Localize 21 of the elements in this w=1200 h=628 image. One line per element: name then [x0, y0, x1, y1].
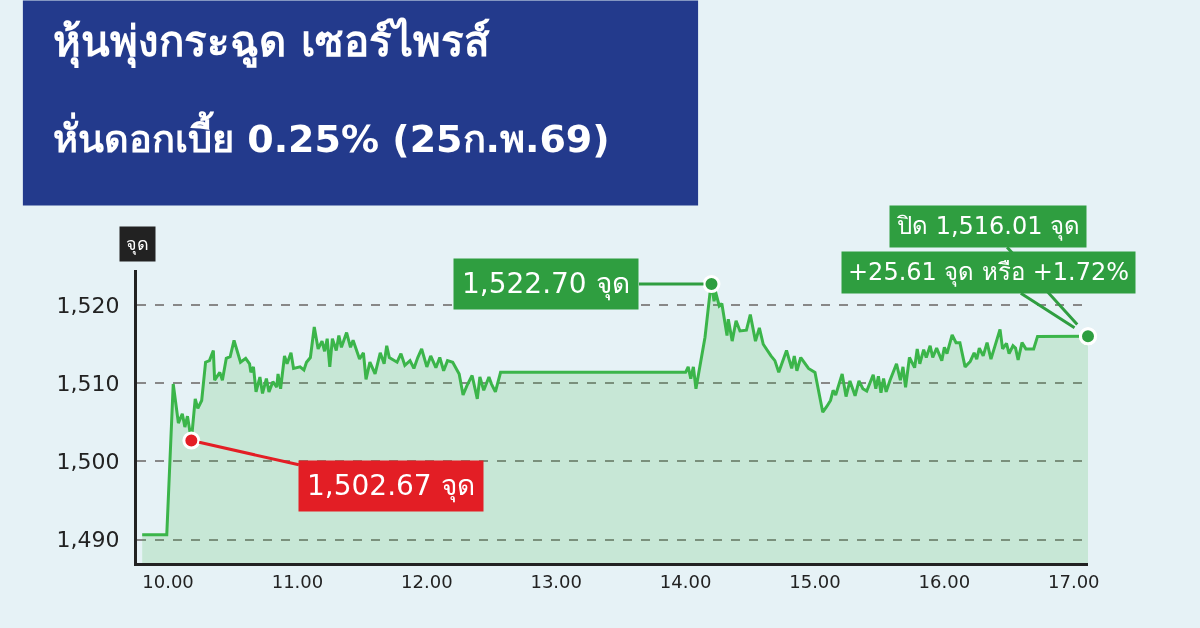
annotation: 1,502.67 จุด [307, 469, 475, 503]
x-tick-label: 15.00 [789, 570, 841, 592]
point [1079, 327, 1097, 346]
y-tick-label: 1,520 [56, 292, 120, 318]
x-tick-label: 10.00 [142, 570, 194, 592]
x-tick-label: 13.00 [530, 570, 582, 592]
x-tick-label: 16.00 [918, 570, 971, 592]
chart-subtitle: หั่นดอกเบี้ย 0.25% (25ก.พ.69) [53, 111, 610, 161]
x-tick-label: 11.00 [271, 570, 324, 592]
y-tick-label: 1,500 [56, 449, 120, 475]
annotation: 1,522.70 จุด [462, 267, 630, 301]
annotation: +25.61 จุด หรือ +1.72% [848, 258, 1130, 287]
point [702, 275, 721, 294]
y-tick-label: 1,510 [56, 370, 120, 396]
chart-title: หุ้นพุ่งกระฉูด เซอร์ไพรส์ [53, 17, 490, 68]
y-tick-label: 1,490 [56, 527, 120, 553]
x-tick-label: 17.00 [1048, 570, 1100, 592]
y-axis-title: จุด [126, 233, 149, 255]
annotation: ปิด 1,516.01 จุด [896, 212, 1081, 241]
x-tick-label: 12.00 [401, 570, 453, 592]
x-tick-label: 14.00 [659, 570, 712, 592]
